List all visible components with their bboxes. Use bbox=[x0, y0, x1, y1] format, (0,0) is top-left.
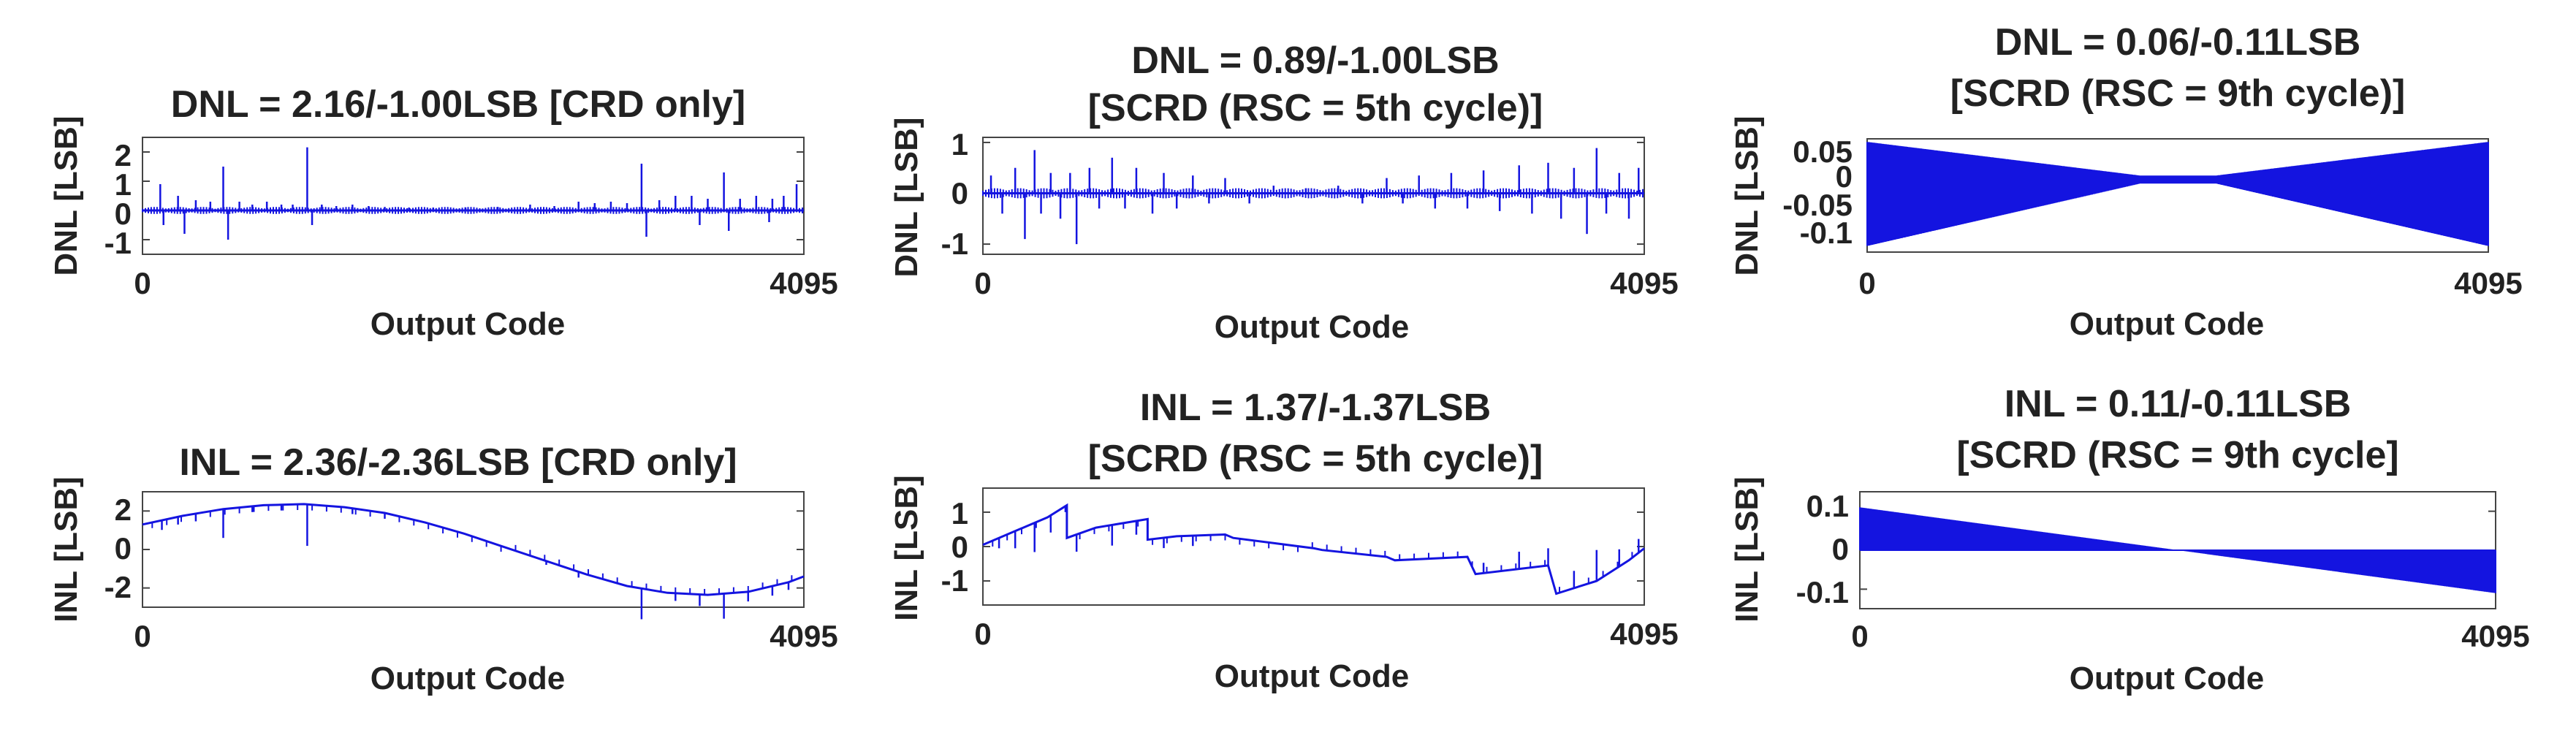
inl-crd-xtick-4095: 4095 bbox=[770, 619, 837, 653]
dnl-scrd9-title-line1: DNL = 0.06/-0.11LSB bbox=[1995, 21, 2361, 64]
dnl-scrd9-ytick-neg0.1: -0.1 bbox=[1800, 216, 1853, 250]
inl-crd-xlabel: Output Code bbox=[371, 661, 565, 696]
dnl-crd-marks bbox=[142, 147, 804, 240]
inl-scrd9-title-line1: INL = 0.11/-0.11LSB bbox=[2005, 383, 2352, 425]
dnl-crd-ytick-neg1: -1 bbox=[105, 226, 132, 260]
dnl-crd-ylabel: DNL [LSB] bbox=[48, 115, 84, 275]
inl-curve bbox=[982, 503, 1645, 596]
dense-oscillation bbox=[1859, 507, 2496, 593]
dnl-scrd9-panel: DNL = 0.06/-0.11LSB [SCRD (RSC = 9th cyc… bbox=[1729, 21, 2523, 342]
inl-scrd5-ytick-1: 1 bbox=[951, 496, 968, 530]
dnl-scrd9-ytick-0.05: 0.05 bbox=[1793, 134, 1853, 169]
inl-minor-ticks bbox=[151, 504, 793, 595]
inl-scrd5-xtick-0: 0 bbox=[974, 617, 991, 651]
inl-scrd9-marks bbox=[1859, 507, 2496, 593]
dnl-scrd5-xtick-4095: 4095 bbox=[1610, 266, 1678, 300]
inl-scrd9-panel: INL = 0.11/-0.11LSB [SCRD (RSC = 9th cyc… bbox=[1729, 383, 2530, 696]
inl-scrd9-ytick-neg0.1: -0.1 bbox=[1796, 575, 1849, 609]
inl-crd-marks bbox=[142, 503, 805, 620]
inl-scrd9-ytick-0: 0 bbox=[1832, 532, 1849, 566]
dense-oscillation bbox=[1866, 142, 2489, 246]
dnl-scrd9-ytick-0: 0 bbox=[1836, 159, 1853, 194]
inl-scrd9-title-line2: [SCRD (RSC = 9th cycle] bbox=[1956, 434, 2398, 476]
inl-scrd5-panel: INL = 1.37/-1.37LSB [SCRD (RSC = 5th cyc… bbox=[889, 387, 1679, 694]
dnl-crd-xtick-4095: 4095 bbox=[770, 266, 837, 300]
inl-scrd5-title-line2: [SCRD (RSC = 5th cycle)] bbox=[1088, 438, 1543, 480]
dnl-crd-ytick-1: 1 bbox=[115, 167, 132, 202]
dnl-crd-xtick-0: 0 bbox=[134, 266, 151, 300]
dnl-scrd9-xtick-4095: 4095 bbox=[2454, 266, 2522, 300]
dnl-scrd9-xtick-0: 0 bbox=[1858, 266, 1875, 300]
dnl-crd-title: DNL = 2.16/-1.00LSB [CRD only] bbox=[171, 83, 745, 126]
dnl-scrd5-title-line2: [SCRD (RSC = 5th cycle)] bbox=[1088, 87, 1543, 129]
inl-scrd9-ytick-0.1: 0.1 bbox=[1806, 489, 1849, 523]
inl-scrd5-xtick-4095: 4095 bbox=[1610, 617, 1678, 651]
dnl-scrd5-xtick-0: 0 bbox=[974, 266, 991, 300]
inl-scrd5-ytick-0: 0 bbox=[951, 530, 968, 564]
inl-scrd5-xlabel: Output Code bbox=[1215, 658, 1409, 694]
inl-scrd5-ytick-neg1: -1 bbox=[941, 563, 968, 598]
dnl-scrd9-title-line2: [SCRD (RSC = 9th cycle)] bbox=[1950, 72, 2406, 115]
inl-scrd5-plot-frame bbox=[982, 487, 1645, 606]
inl-crd-xtick-0: 0 bbox=[134, 619, 151, 653]
dnl-scrd9-marks bbox=[1866, 142, 2489, 246]
inl-scrd5-ylabel: INL [LSB] bbox=[889, 475, 924, 621]
dnl-scrd5-ytick-1: 1 bbox=[951, 127, 968, 161]
inl-curve bbox=[142, 503, 805, 596]
dnl-scrd5-ytick-neg1: -1 bbox=[941, 227, 968, 261]
inl-crd-ytick-2: 2 bbox=[115, 492, 132, 527]
inl-scrd9-xtick-0: 0 bbox=[1851, 619, 1868, 653]
dnl-scrd5-xlabel: Output Code bbox=[1215, 309, 1409, 345]
dnl-crd-ytick-2: 2 bbox=[115, 138, 132, 172]
inl-crd-ytick-0: 0 bbox=[115, 531, 132, 566]
dnl-crd-plot-frame bbox=[142, 137, 805, 255]
inl-crd-ylabel: INL [LSB] bbox=[48, 476, 84, 623]
dnl-scrd9-xlabel: Output Code bbox=[2070, 306, 2264, 342]
inl-scrd5-marks bbox=[982, 503, 1645, 596]
dnl-crd-ytick-0: 0 bbox=[115, 197, 132, 231]
dnl-crd-panel: DNL = 2.16/-1.00LSB [CRD only] 2 1 0 -1 … bbox=[48, 83, 838, 342]
dnl-scrd9-ytick-neg0.05: -0.05 bbox=[1782, 188, 1853, 222]
inl-scrd5-title-line1: INL = 1.37/-1.37LSB bbox=[1140, 387, 1491, 429]
inl-scrd9-ylabel: INL [LSB] bbox=[1729, 476, 1765, 623]
dnl-scrd9-ylabel: DNL [LSB] bbox=[1729, 115, 1765, 275]
dnl-crd-xlabel: Output Code bbox=[371, 306, 565, 342]
inl-scrd9-xlabel: Output Code bbox=[2070, 661, 2264, 696]
dnl-scrd5-panel: DNL = 0.89/-1.00LSB [SCRD (RSC = 5th cyc… bbox=[889, 39, 1679, 345]
inl-crd-panel: INL = 2.36/-2.36LSB [CRD only] 2 0 -2 0 … bbox=[48, 441, 838, 696]
inl-crd-title: INL = 2.36/-2.36LSB [CRD only] bbox=[179, 441, 737, 484]
dnl-scrd5-ytick-0: 0 bbox=[951, 176, 968, 210]
inl-crd-ytick-neg2: -2 bbox=[105, 570, 132, 604]
inl-scrd9-xtick-4095: 4095 bbox=[2461, 619, 2529, 653]
dnl-scrd5-marks bbox=[982, 141, 1644, 246]
dnl-scrd5-title-line1: DNL = 0.89/-1.00LSB bbox=[1131, 39, 1499, 82]
dnl-scrd5-ylabel: DNL [LSB] bbox=[889, 117, 924, 277]
